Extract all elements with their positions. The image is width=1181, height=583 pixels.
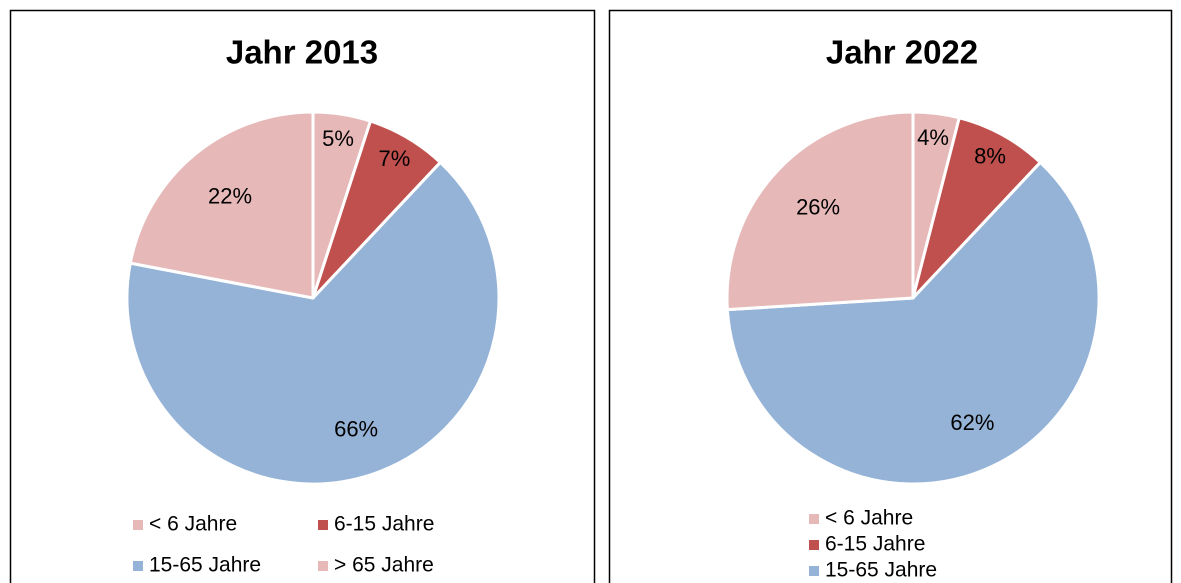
legend-label: < 6 Jahre (825, 507, 913, 530)
data-label: 7% (379, 146, 411, 171)
chart-title: Jahr 2013 (226, 34, 378, 71)
pie-slice (125, 160, 501, 486)
legend-label: 6-15 Jahre (825, 533, 925, 556)
data-label: 66% (334, 416, 378, 441)
legend-swatch (809, 540, 819, 550)
pie-slice (725, 110, 915, 312)
data-label: 4% (917, 125, 949, 150)
data-label: 22% (208, 183, 252, 208)
legend-label: 15-65 Jahre (825, 559, 937, 582)
legend-swatch (809, 566, 819, 576)
legend-swatch (133, 561, 143, 571)
legend-swatch (318, 520, 328, 530)
pie-slice (911, 116, 1042, 300)
data-label: 62% (950, 410, 994, 435)
pie-slice (128, 110, 315, 300)
legend-swatch (318, 561, 328, 571)
legend-swatch (809, 514, 819, 524)
data-label: 5% (322, 126, 354, 151)
legend-swatch (133, 520, 143, 530)
legend-label: > 65 Jahre (334, 554, 434, 577)
legend-label: 15-65 Jahre (149, 554, 261, 577)
data-label: 26% (796, 195, 840, 220)
data-label: 8% (974, 144, 1006, 169)
legend-label: 6-15 Jahre (334, 513, 434, 536)
pie-slice (725, 160, 1101, 486)
chart-title: Jahr 2022 (826, 34, 978, 71)
legend-label: < 6 Jahre (149, 513, 237, 536)
